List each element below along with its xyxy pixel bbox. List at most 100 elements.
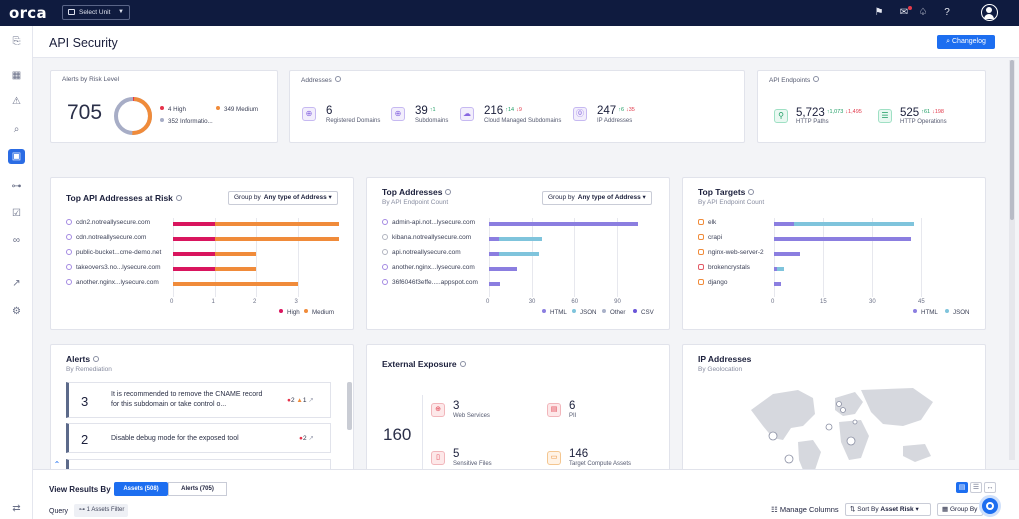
map-marker[interactable] [825, 423, 833, 431]
info-icon[interactable] [334, 76, 341, 82]
info-icon[interactable] [813, 76, 820, 82]
alert-row[interactable]: 3 It is recommended to remove the CNAME … [66, 382, 331, 418]
orca-logo[interactable]: orca [9, 4, 47, 22]
ip-addresses-value[interactable]: 247 ↑6 ↓35 [597, 105, 635, 117]
bar-html[interactable] [774, 252, 801, 256]
chart2-group-by-select[interactable]: Group by Any type of Address ▾ [542, 191, 652, 205]
sort-by-select[interactable]: ⇅ Sort By Asset Risk ▾ [845, 503, 931, 516]
collapse-icon[interactable]: ⎘ [12, 36, 21, 47]
bar-medium[interactable] [173, 282, 298, 286]
bar-json[interactable] [777, 267, 784, 271]
list-view-icon[interactable]: ☰ [970, 482, 982, 493]
tab-assets[interactable]: Assets (508) [114, 482, 168, 496]
bar-json[interactable] [793, 222, 915, 226]
tab-alerts[interactable]: Alerts (705) [168, 482, 227, 496]
assistant-fab[interactable] [979, 495, 1001, 517]
open-link-icon[interactable]: ↗ [308, 397, 314, 404]
pii-value[interactable]: 6 [569, 400, 576, 412]
world-map[interactable] [743, 380, 943, 474]
info-icon[interactable] [175, 195, 182, 201]
changelog-button[interactable]: ⌕ Changelog [937, 35, 995, 49]
bar-html[interactable] [774, 237, 912, 241]
expand-icon[interactable]: ↔ [984, 482, 996, 493]
alert-row[interactable]: 2 Disable debug mode for the exposed too… [66, 423, 331, 453]
info-icon[interactable] [93, 356, 100, 362]
bar-high[interactable] [173, 252, 215, 256]
integrations-icon[interactable]: ∞ [12, 235, 21, 246]
bell-icon[interactable]: ♤ [918, 7, 928, 18]
bar-high[interactable] [173, 222, 215, 226]
api-security-icon[interactable]: ▣ [8, 149, 25, 164]
cloud-subdomains-value[interactable]: 216 ↑14 ↓9 [484, 105, 522, 117]
http-paths-value[interactable]: 5,723 ↑1,073 ↓1,495 [796, 107, 862, 119]
manage-columns-button[interactable]: ☷ Manage Columns [771, 505, 839, 514]
category-label[interactable]: cdn.notreallysecure.com [66, 234, 146, 241]
bar-medium[interactable] [214, 252, 256, 256]
alerts-scrollbar[interactable] [347, 382, 352, 430]
bar-medium[interactable] [214, 237, 339, 241]
category-label[interactable]: elk [698, 219, 716, 226]
unit-select[interactable]: Select Unit ▼ [62, 5, 130, 20]
category-label[interactable]: django [698, 279, 728, 286]
user-avatar[interactable] [981, 4, 998, 21]
search-icon[interactable]: ⌕ [13, 124, 20, 135]
category-label[interactable]: brokencrystals [698, 264, 750, 271]
category-label[interactable]: 36f6046f3effe.....appspot.com [382, 279, 478, 286]
registered-domains-value[interactable]: 6 [326, 105, 333, 117]
bar-html[interactable] [489, 222, 639, 226]
scroll-up-icon[interactable]: ⌃ [53, 460, 61, 469]
subdomains-value[interactable]: 39 ↑1 [415, 105, 436, 117]
bar-high[interactable] [173, 267, 215, 271]
bar-high[interactable] [173, 237, 215, 241]
bar-json[interactable] [498, 252, 539, 256]
bar-medium[interactable] [214, 222, 339, 226]
assets-filter-chip[interactable]: ⊶ 1 Assets Filter [74, 504, 128, 517]
settings-icon[interactable]: ⚙ [12, 306, 21, 317]
map-marker[interactable] [852, 419, 858, 425]
map-marker[interactable] [836, 401, 842, 407]
category-label[interactable]: another.nginx...lysecure.com [382, 264, 475, 271]
bar-html[interactable] [489, 237, 499, 241]
http-operations-value[interactable]: 525 ↑61 ↓198 [900, 107, 944, 119]
category-label[interactable]: crapi [698, 234, 722, 241]
flag-icon[interactable]: ⚑ [874, 7, 884, 18]
info-icon[interactable] [459, 361, 466, 367]
bar-medium[interactable] [214, 267, 256, 271]
bar-html[interactable] [489, 282, 501, 286]
bar-html[interactable] [489, 267, 518, 271]
dashboard-icon[interactable]: ▦ [11, 70, 22, 81]
map-marker[interactable] [840, 407, 846, 413]
chart1-group-by-select[interactable]: Group by Any type of Address ▾ [228, 191, 338, 205]
category-label[interactable]: admin-api.not...lysecure.com [382, 219, 475, 226]
open-link-icon[interactable]: ↗ [308, 435, 314, 442]
graph-icon[interactable]: ⊶ [11, 181, 22, 192]
info-icon[interactable] [445, 189, 452, 195]
automation-icon[interactable]: ↗ [12, 278, 21, 289]
sensitive-files-value[interactable]: 5 [453, 448, 460, 460]
map-marker[interactable] [768, 431, 778, 441]
bar-html[interactable] [774, 267, 778, 271]
help-icon[interactable]: ? [944, 7, 950, 18]
info-icon[interactable] [748, 189, 755, 195]
compliance-icon[interactable]: ☑ [12, 208, 21, 219]
alert-icon[interactable]: ⚠ [12, 96, 21, 107]
compute-assets-value[interactable]: 146 [569, 448, 589, 460]
category-label[interactable]: api.notreallysecure.com [382, 249, 461, 256]
category-label[interactable]: kibana.notreallysecure.com [382, 234, 471, 241]
bar-json[interactable] [498, 237, 542, 241]
bar-html[interactable] [774, 222, 794, 226]
page-scrollbar[interactable] [1009, 60, 1015, 460]
category-label[interactable]: takeovers3.no...lysecure.com [66, 264, 161, 271]
group-by-button[interactable]: ▦ Group By [937, 503, 983, 516]
bar-html[interactable] [489, 252, 499, 256]
table-view-icon[interactable]: ▤ [956, 482, 968, 493]
category-label[interactable]: cdn2.notreallysecure.com [66, 219, 150, 226]
megaphone-icon[interactable]: ✉ [899, 7, 909, 18]
category-label[interactable]: public-bucket...cme-demo.net [66, 249, 161, 256]
web-services-value[interactable]: 3 [453, 400, 460, 412]
map-marker[interactable] [784, 454, 794, 464]
category-label[interactable]: nginx-web-server-2 [698, 249, 764, 256]
map-marker[interactable] [846, 436, 856, 446]
category-label[interactable]: another.nginx...lysecure.com [66, 279, 159, 286]
bar-html[interactable] [774, 282, 781, 286]
